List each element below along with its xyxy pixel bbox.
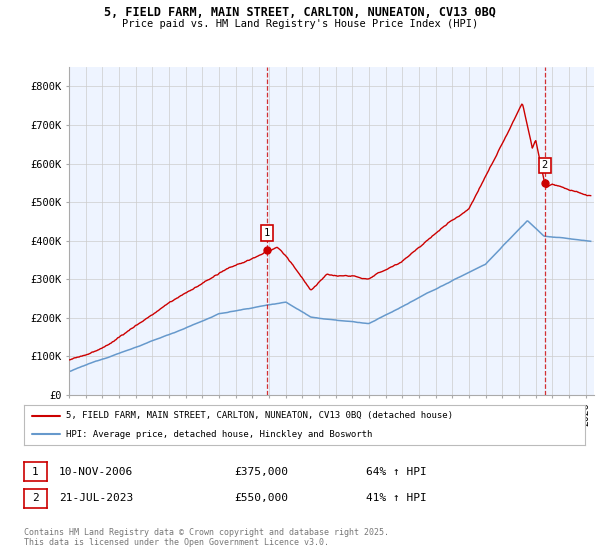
Text: 2: 2 — [542, 161, 548, 170]
Text: 5, FIELD FARM, MAIN STREET, CARLTON, NUNEATON, CV13 0BQ (detached house): 5, FIELD FARM, MAIN STREET, CARLTON, NUN… — [66, 411, 453, 420]
Text: 5, FIELD FARM, MAIN STREET, CARLTON, NUNEATON, CV13 0BQ: 5, FIELD FARM, MAIN STREET, CARLTON, NUN… — [104, 6, 496, 18]
Text: 1: 1 — [32, 466, 39, 477]
Text: 41% ↑ HPI: 41% ↑ HPI — [366, 493, 427, 503]
Text: £550,000: £550,000 — [234, 493, 288, 503]
Text: 10-NOV-2006: 10-NOV-2006 — [59, 466, 133, 477]
Text: HPI: Average price, detached house, Hinckley and Bosworth: HPI: Average price, detached house, Hinc… — [66, 430, 373, 439]
Text: Price paid vs. HM Land Registry's House Price Index (HPI): Price paid vs. HM Land Registry's House … — [122, 19, 478, 29]
Text: 64% ↑ HPI: 64% ↑ HPI — [366, 466, 427, 477]
Text: 1: 1 — [264, 228, 270, 238]
Text: Contains HM Land Registry data © Crown copyright and database right 2025.
This d: Contains HM Land Registry data © Crown c… — [24, 528, 389, 547]
Text: 21-JUL-2023: 21-JUL-2023 — [59, 493, 133, 503]
Text: £375,000: £375,000 — [234, 466, 288, 477]
Text: 2: 2 — [32, 493, 39, 503]
